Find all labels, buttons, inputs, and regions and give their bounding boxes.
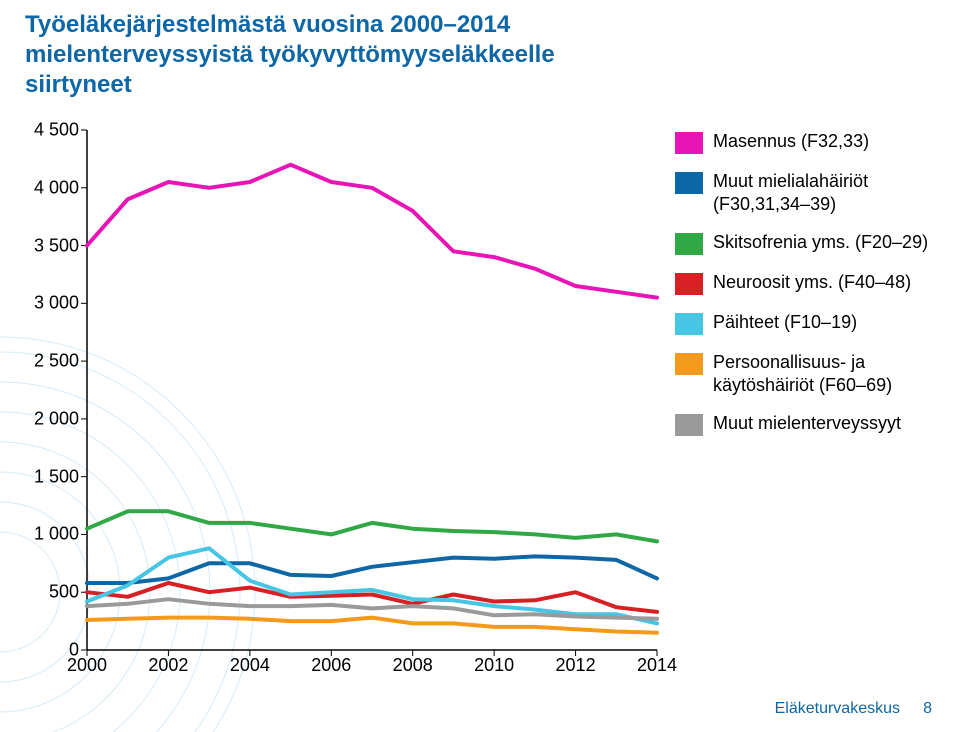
legend-label: Neuroosit yms. (F40–48)	[713, 271, 911, 294]
legend-item: Masennus (F32,33)	[675, 130, 945, 154]
legend-item: Muut mielialahäiriöt (F30,31,34–39)	[675, 170, 945, 215]
legend-label: Masennus (F32,33)	[713, 130, 869, 153]
legend-swatch	[675, 273, 703, 295]
series-line	[87, 165, 657, 298]
legend-label: Päihteet (F10–19)	[713, 311, 857, 334]
y-tick-label: 1 000	[34, 524, 79, 545]
y-tick-label: 1 500	[34, 466, 79, 487]
x-tick-label: 2002	[148, 655, 188, 676]
page-title: Työeläkejärjestelmästä vuosina 2000–2014…	[25, 10, 940, 100]
x-tick-label: 2006	[311, 655, 351, 676]
x-tick-label: 2004	[230, 655, 270, 676]
plot-area	[87, 130, 657, 650]
legend-item: Neuroosit yms. (F40–48)	[675, 271, 945, 295]
line-chart: 05001 0001 5002 0002 5003 0003 5004 0004…	[15, 130, 945, 690]
legend-swatch	[675, 353, 703, 375]
y-tick-label: 2 500	[34, 351, 79, 372]
y-tick-label: 3 500	[34, 235, 79, 256]
x-tick-label: 2008	[393, 655, 433, 676]
legend-swatch	[675, 414, 703, 436]
series-line	[87, 556, 657, 583]
legend-label: Muut mielialahäiriöt (F30,31,34–39)	[713, 170, 945, 215]
title-line-3: siirtyneet	[25, 71, 132, 98]
legend-label: Skitsofrenia yms. (F20–29)	[713, 231, 928, 254]
legend-item: Skitsofrenia yms. (F20–29)	[675, 231, 945, 255]
legend-swatch	[675, 313, 703, 335]
y-tick-label: 4 500	[34, 120, 79, 141]
legend-swatch	[675, 132, 703, 154]
title-line-2: mielenterveyssyistä työkyvyttömyyseläkke…	[25, 41, 555, 68]
legend-label: Persoonallisuus- ja käytöshäiriöt (F60–6…	[713, 351, 945, 396]
legend-swatch	[675, 172, 703, 194]
y-tick-label: 4 000	[34, 177, 79, 198]
legend-item: Päihteet (F10–19)	[675, 311, 945, 335]
legend-swatch	[675, 233, 703, 255]
series-line	[87, 618, 657, 633]
x-tick-label: 2000	[67, 655, 107, 676]
x-tick-label: 2014	[637, 655, 677, 676]
y-tick-label: 3 000	[34, 293, 79, 314]
title-line-1: Työeläkejärjestelmästä vuosina 2000–2014	[25, 11, 510, 38]
series-line	[87, 511, 657, 541]
x-tick-label: 2012	[556, 655, 596, 676]
y-axis: 05001 0001 5002 0002 5003 0003 5004 0004…	[15, 130, 85, 650]
x-axis: 20002002200420062008201020122014	[87, 655, 657, 685]
y-tick-label: 2 000	[34, 408, 79, 429]
legend-item: Persoonallisuus- ja käytöshäiriöt (F60–6…	[675, 351, 945, 396]
footer-text: Eläketurvakeskus	[775, 700, 900, 718]
x-tick-label: 2010	[474, 655, 514, 676]
legend-item: Muut mielenterveyssyyt	[675, 412, 945, 436]
legend-label: Muut mielenterveyssyyt	[713, 412, 901, 435]
y-tick-label: 500	[49, 582, 79, 603]
legend: Masennus (F32,33) Muut mielialahäiriöt (F…	[675, 130, 945, 452]
page-number: 8	[923, 700, 932, 718]
